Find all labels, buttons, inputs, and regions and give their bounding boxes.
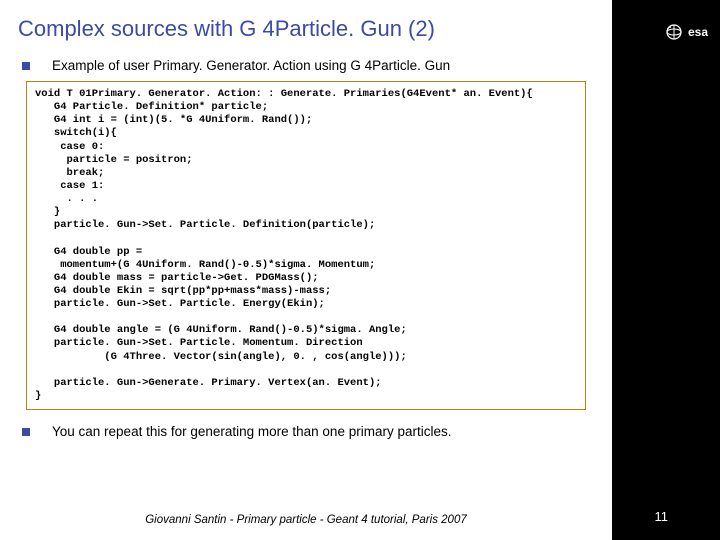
sidebar: esa 11 — [612, 0, 720, 540]
content-area: Complex sources with G 4Particle. Gun (2… — [0, 0, 612, 540]
bullet-row-2: You can repeat this for generating more … — [18, 424, 594, 439]
slide: esa 11 Complex sources with G 4Particle.… — [0, 0, 720, 540]
bullet-icon — [22, 428, 30, 436]
footer-text: Giovanni Santin - Primary particle - Gea… — [0, 514, 612, 526]
bullet-text-2: You can repeat this for generating more … — [52, 424, 451, 439]
page-title: Complex sources with G 4Particle. Gun (2… — [18, 16, 594, 42]
logo-text: esa — [688, 25, 708, 39]
bullet-icon — [22, 62, 30, 70]
code-box: void T 01Primary. Generator. Action: : G… — [26, 81, 586, 410]
bullet-text-1: Example of user Primary. Generator. Acti… — [52, 58, 450, 73]
bullet-row-1: Example of user Primary. Generator. Acti… — [18, 58, 594, 73]
code-block: void T 01Primary. Generator. Action: : G… — [35, 88, 577, 403]
globe-icon — [664, 22, 684, 42]
esa-logo: esa — [664, 22, 708, 42]
page-number: 11 — [655, 509, 669, 524]
